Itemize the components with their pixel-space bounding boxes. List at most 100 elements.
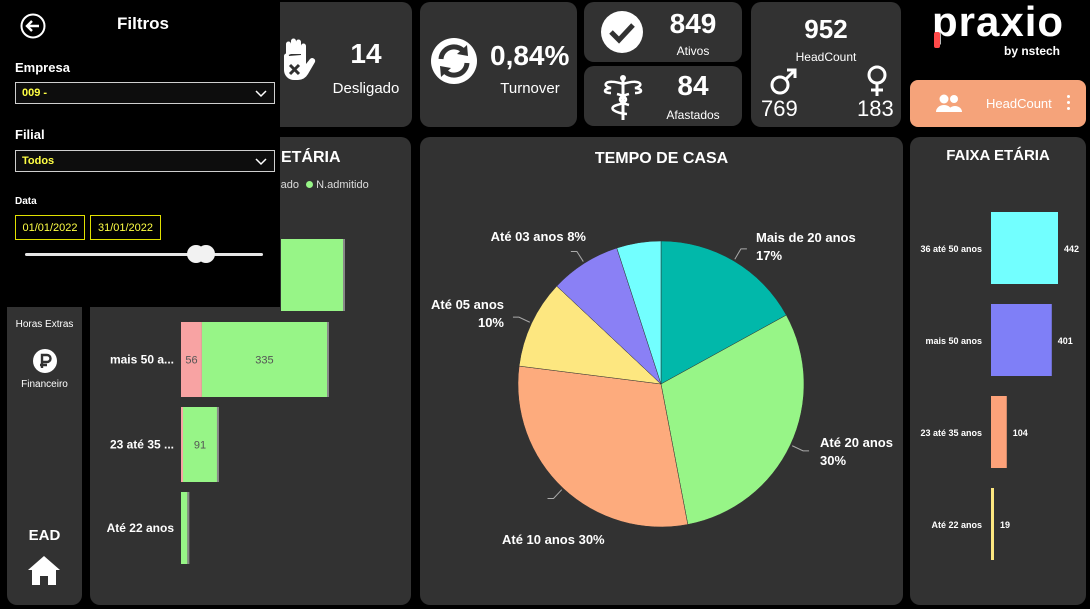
back-arrow-icon[interactable]	[20, 13, 46, 39]
pie-title: TEMPO DE CASA	[594, 150, 729, 167]
vbar-category-23-ate-35: 23 até 35 anos	[920, 428, 982, 438]
hbar-chart: 56 335 mais 50 a... 91 23 até 35 ... Até 22 a…	[107, 239, 345, 564]
pie-leader-ate-05-anos	[512, 316, 531, 323]
hbar-desligado-label-mais-50: 56	[185, 355, 197, 367]
desligado-value: 14	[350, 38, 382, 69]
hbar-admitido-mais-50	[201, 322, 327, 397]
pie-slice-mais-de-20-anos	[660, 240, 787, 385]
hbar-admitido-ate-22	[181, 492, 188, 564]
pie-value-ate-03-anos: 8%	[567, 229, 586, 244]
pie-value-ate-20-anos: 30%	[820, 453, 846, 468]
pie-value-ate-10-anos: 30%	[579, 532, 605, 547]
headcount-button[interactable]: HeadCount	[910, 80, 1086, 127]
hbar-edge-top	[343, 239, 345, 311]
ativos-card: 849 Ativos	[584, 2, 742, 62]
ativos-value: 849	[669, 8, 717, 39]
vbar-value-36-ate-50: 442	[1064, 244, 1079, 254]
filial-select[interactable]: Todos	[15, 150, 275, 172]
nav-item-financeiro[interactable]: Financeiro	[7, 347, 82, 395]
hbar-admitido-top	[281, 239, 343, 311]
vbar-value-mais-50: 401	[1058, 336, 1073, 346]
date-slider-handle-end[interactable]	[197, 245, 215, 263]
vbar-36-ate-50	[991, 212, 1058, 284]
turnover-card: 0,84% Turnover	[420, 2, 577, 127]
filter-title: Filtros	[117, 14, 169, 33]
hbar-admitido-label-23-ate-35: 91	[194, 440, 206, 452]
date-slider-track[interactable]	[25, 253, 263, 256]
chevron-down-icon	[255, 158, 267, 166]
empresa-select[interactable]: 009 -	[15, 82, 275, 104]
pie-value-mais-de-20-anos: 17%	[756, 248, 782, 263]
logo-sub: by nstech	[1004, 44, 1061, 58]
hbar-admitido-23-ate-35	[183, 407, 217, 482]
vbar-mais-50	[991, 304, 1052, 376]
pie-leader-mais-de-20-anos	[734, 248, 747, 260]
faixa-etaria-vbar-card: FAIXA ETÁRIA 36 até 50 anos 442 mais 50 an…	[910, 137, 1086, 605]
praxio-logo: praxio by nstech	[932, 0, 1072, 64]
pie-label-ate-03-anos: Até 03 anos 8%	[491, 229, 587, 244]
vbar-category-ate-22: Até 22 anos	[931, 520, 982, 530]
pie-label-text-ate-03-anos: Até 03 anos	[491, 229, 568, 244]
filter-panel: Filtros Empresa 009 - Filial Todos Data …	[3, 2, 280, 307]
pie-slice-ate-10-anos	[517, 365, 689, 528]
ativos-label: Ativos	[676, 44, 710, 58]
date-end-input[interactable]: 31/01/2022	[90, 215, 161, 240]
afastados-value: 84	[677, 70, 709, 101]
vbar-category-mais-50: mais 50 anos	[925, 336, 982, 346]
caduceus-icon	[603, 75, 643, 120]
turnover-label: Turnover	[500, 80, 560, 97]
ead-label[interactable]: EAD	[28, 527, 61, 544]
vbar-chart: 36 até 50 anos 442 mais 50 anos 401 23 até 3…	[920, 212, 1079, 560]
nav-item-horas-extras[interactable]: Horas Extras	[15, 319, 74, 330]
hbar-edge-23-ate-35	[216, 407, 219, 482]
pie-leader-ate-03-anos	[570, 250, 584, 262]
vbar-23-ate-35	[991, 396, 1007, 468]
hbar-category-23-ate-35: 23 até 35 ...	[110, 438, 174, 452]
headcount-female-value: 183	[857, 96, 894, 121]
vbar-ate-22	[991, 488, 994, 560]
filial-select-value: Todos	[22, 155, 55, 167]
hbar-desligado-mais-50	[181, 322, 202, 397]
afastados-card: 84 Afastados	[584, 66, 742, 126]
male-icon	[770, 68, 797, 95]
date-start-input[interactable]: 01/01/2022	[15, 215, 85, 240]
headcount-label: HeadCount	[795, 50, 857, 64]
headcount-button-label: HeadCount	[986, 96, 1052, 111]
legend-admitido: N.admitido	[316, 179, 369, 191]
data-label: Data	[15, 196, 37, 207]
desligado-label: Desligado	[332, 80, 400, 97]
check-icon	[601, 11, 643, 53]
hbar-category-ate-22: Até 22 anos	[107, 521, 175, 535]
pie-leader-ate-20-anos	[791, 445, 810, 452]
hbar-edge-mais-50	[327, 322, 329, 397]
vbar-value-23-ate-35: 104	[1013, 428, 1028, 438]
turnover-value: 0,84%	[490, 40, 570, 71]
right-chart-title: FAIXA ETÁRIA	[946, 147, 1050, 164]
empresa-select-value: 009 -	[22, 87, 48, 99]
pie-value-ate-05-anos: 10%	[478, 315, 504, 330]
headcount-value: 952	[804, 14, 848, 44]
pie-slice-ate-20-anos	[660, 314, 805, 525]
hbar-category-mais-50: mais 50 a...	[110, 353, 174, 367]
filial-label: Filial	[15, 127, 45, 142]
empresa-label: Empresa	[15, 60, 70, 75]
pie-leader-ate-10-anos	[547, 489, 563, 499]
users-icon	[936, 94, 962, 112]
hbar-admitido-label-mais-50: 335	[255, 355, 273, 367]
pie-label-text-ate-10-anos: Até 10 anos	[502, 532, 579, 547]
logo-text: praxio	[932, 0, 1065, 45]
legend-dot-admitido	[306, 181, 314, 188]
pie-label-ate-10-anos: Até 10 anos 30%	[502, 532, 605, 547]
more-options-icon[interactable]	[1066, 93, 1072, 113]
female-icon	[867, 65, 887, 96]
pie-slice-ate-05-anos	[518, 285, 662, 385]
hand-x-icon	[284, 38, 316, 80]
pie-label-ate-05-anos: Até 05 anos	[431, 297, 504, 312]
vbar-category-36-ate-50: 36 até 50 anos	[920, 244, 982, 254]
hbar-desligado-23-ate-35	[181, 407, 183, 482]
headcount-card: 952 HeadCount 769 183	[751, 2, 901, 127]
home-icon[interactable]	[27, 554, 61, 586]
vbar-value-ate-22: 19	[1000, 520, 1010, 530]
chevron-down-icon	[255, 90, 267, 98]
